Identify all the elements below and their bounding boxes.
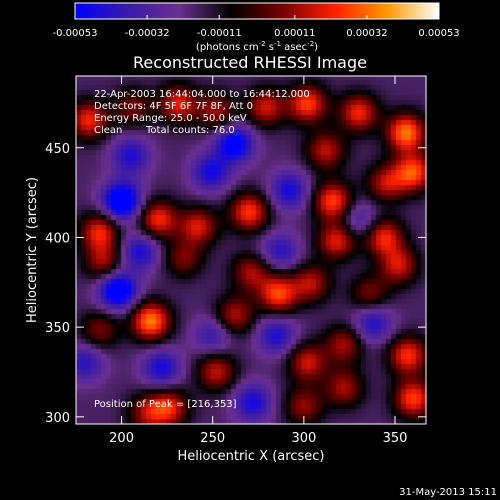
- colorbar: -0.00053 -0.00032 -0.00011 0.00011 0.00032 0.…: [53, 2, 460, 53]
- info-overlay: 22-Apr-2003 16:44:04.000 to 16:44:12.000…: [94, 89, 310, 410]
- plot-area: 200 250 300 350 300 350 400 450: [45, 75, 427, 446]
- y-tick-label: 450: [45, 142, 70, 157]
- axis-ticks: 200 250 300 350 300 350 400 450: [45, 76, 426, 446]
- x-axis-label: Heliocentric X (arcsec): [178, 449, 325, 464]
- colorbar-gradient: [74, 2, 440, 20]
- colorbar-tick-label: -0.00011: [197, 28, 242, 39]
- plot-frame: [75, 75, 427, 425]
- chart-title: Reconstructed RHESSI Image: [133, 53, 367, 72]
- colorbar-tick-label: -0.00032: [125, 28, 170, 39]
- colorbar-tick-label: 0.00053: [418, 28, 459, 39]
- x-tick-label: 200: [109, 431, 134, 446]
- y-tick-label: 350: [45, 321, 70, 336]
- y-tick-label: 400: [45, 231, 70, 246]
- info-energy-range: Energy Range: 25.0 - 50.0 keV: [94, 113, 247, 124]
- colorbar-units: (photons cm-2 s-1 asec-2): [196, 40, 318, 53]
- colorbar-tick-label: 0.00032: [346, 28, 387, 39]
- colorbar-ticks: -0.00053 -0.00032 -0.00011 0.00011 0.00032 0.…: [53, 15, 460, 39]
- x-tick-label: 250: [200, 431, 225, 446]
- footer-date: 31-May-2013 15:11: [399, 487, 497, 498]
- x-tick-label: 300: [291, 431, 316, 446]
- y-tick-label: 300: [45, 411, 70, 426]
- y-axis-label: Heliocentric Y (arcsec): [25, 177, 40, 323]
- colorbar-tick-label: 0.00011: [274, 28, 315, 39]
- info-time-range: 22-Apr-2003 16:44:04.000 to 16:44:12.000: [94, 89, 310, 100]
- x-tick-label: 350: [383, 431, 408, 446]
- colorbar-tick-label: -0.00053: [53, 28, 98, 39]
- info-total-counts: Total counts: 76.0: [145, 125, 235, 136]
- info-peak-position: Position of Peak = [216,353]: [94, 399, 237, 410]
- info-method: Clean: [94, 125, 122, 136]
- heatmap-image: [76, 76, 426, 424]
- info-detectors: Detectors: 4F 5F 6F 7F 8F, Att 0: [94, 101, 253, 112]
